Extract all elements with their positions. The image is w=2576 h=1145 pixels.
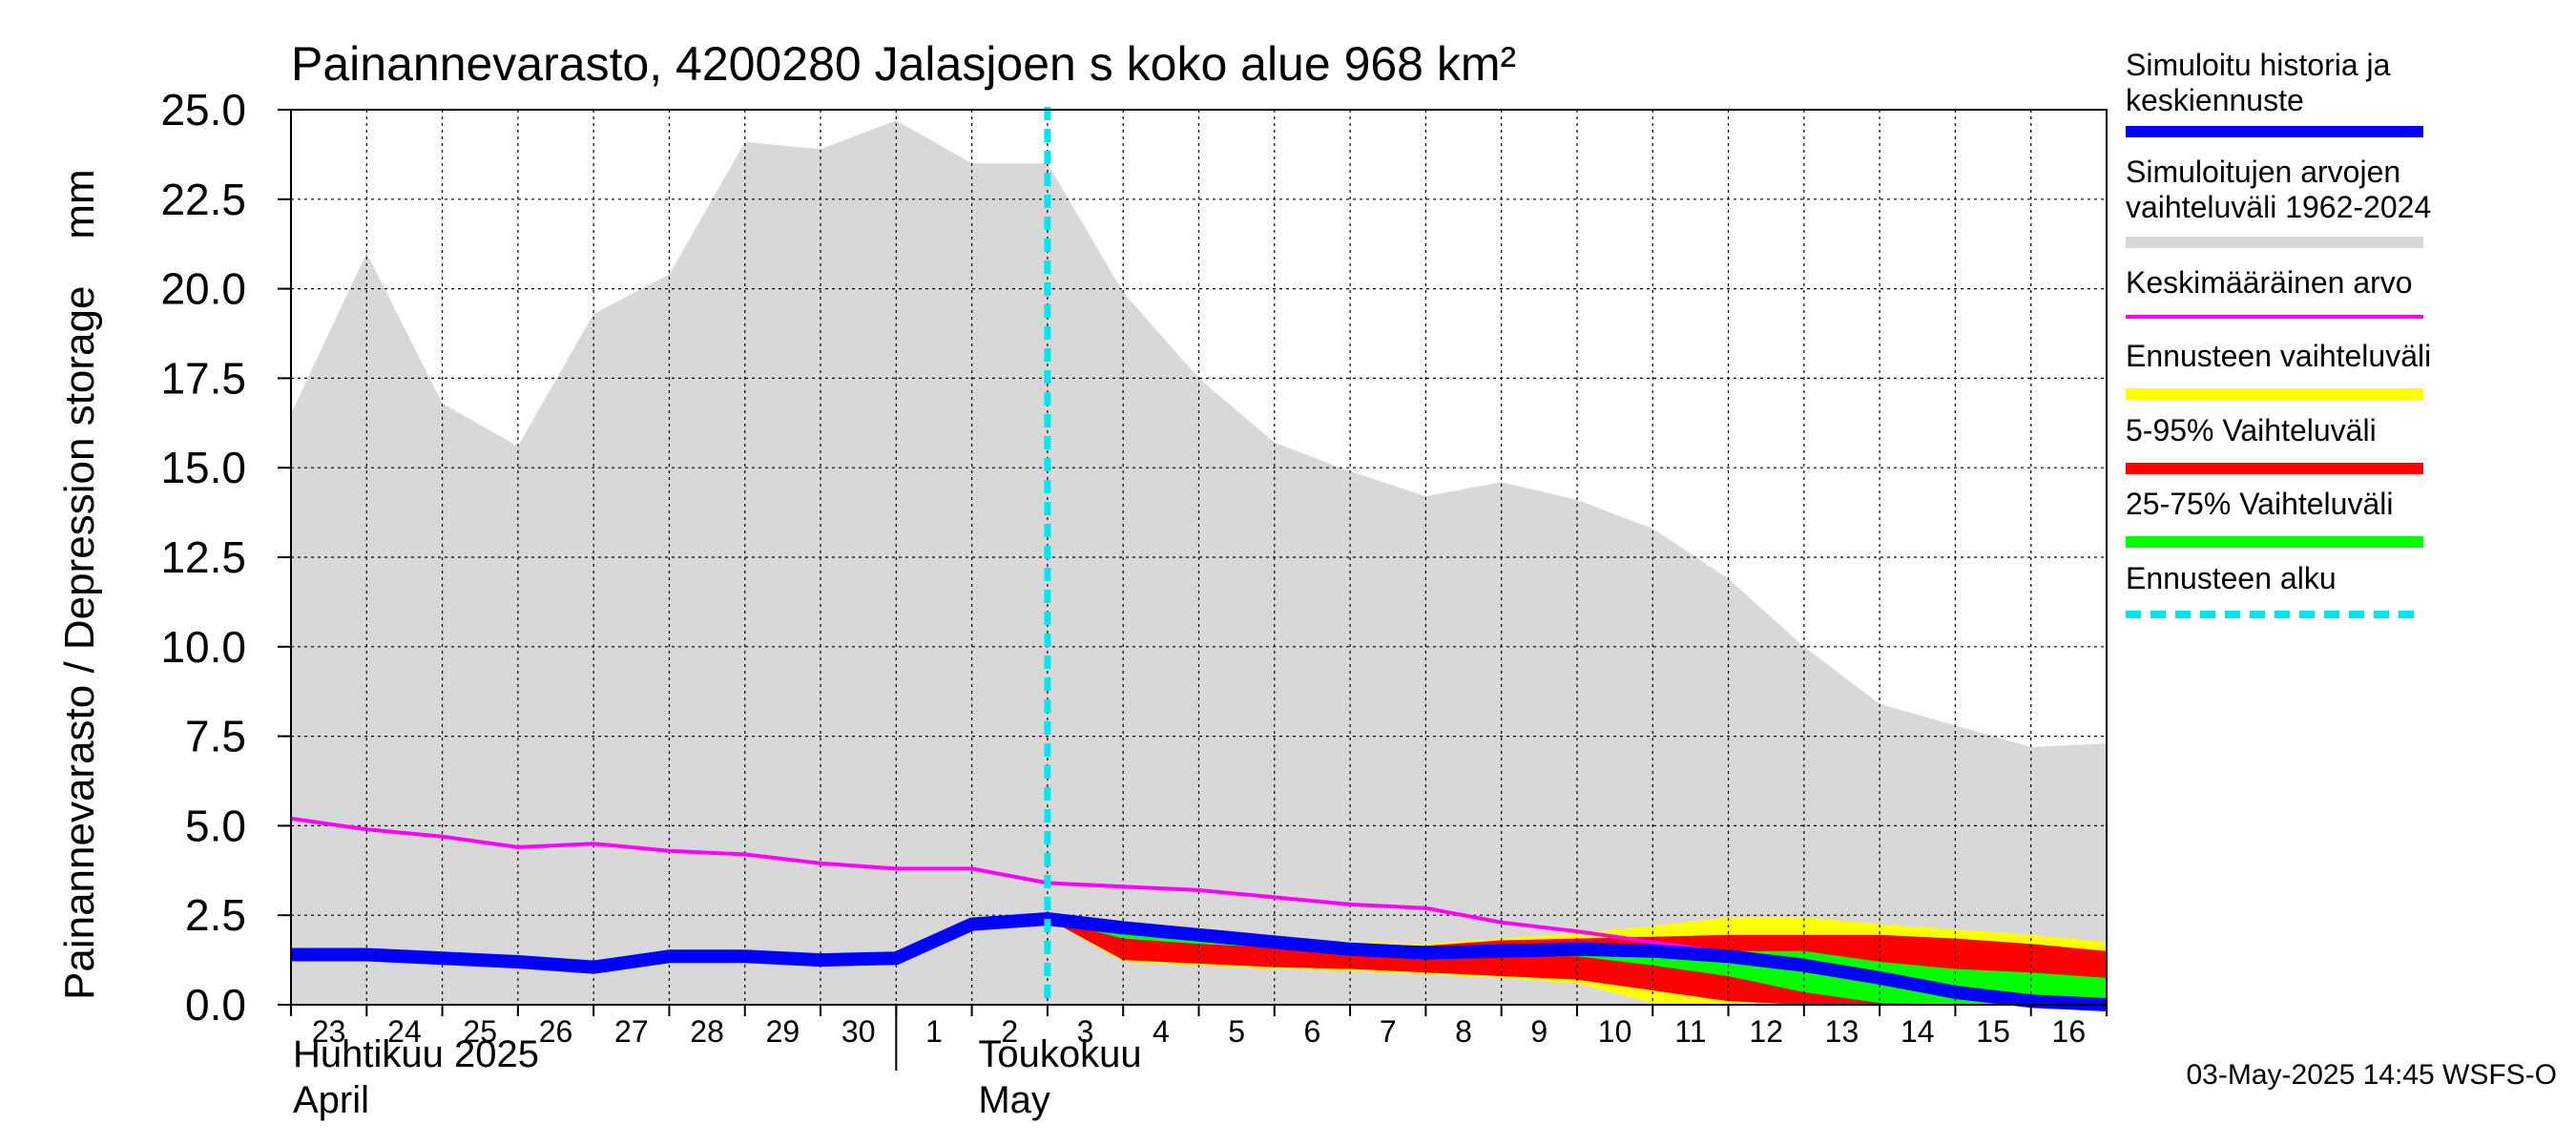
x-tick-label: 11: [1674, 1014, 1706, 1049]
timestamp-label: 03-May-2025 14:45 WSFS-O: [2186, 1059, 2558, 1091]
legend-swatch: [2126, 463, 2423, 474]
y-tick-label: 15.0: [160, 443, 246, 492]
legend-item: 25-75% Vaihteluväli: [2126, 487, 2441, 548]
x-tick-label: 3: [1077, 1014, 1094, 1049]
y-tick-label: 7.5: [185, 712, 246, 761]
x-tick-label: 7: [1380, 1014, 1397, 1049]
x-tick-label: 29: [766, 1014, 800, 1049]
x-tick-label: 6: [1304, 1014, 1321, 1049]
legend-item: Keskimääräinen arvo: [2126, 265, 2441, 319]
x-tick-label: 25: [463, 1014, 497, 1049]
y-tick-label: 12.5: [160, 532, 246, 582]
legend-label: Ennusteen alku: [2126, 561, 2337, 595]
legend-item: Ennusteen vaihteluväli: [2126, 339, 2441, 400]
legend-label: Simuloitujen arvojen vaihteluväli 1962-2…: [2126, 155, 2432, 224]
x-tick-label: 30: [841, 1014, 876, 1049]
legend-label: 25-75% Vaihteluväli: [2126, 487, 2394, 521]
band-series-0: [291, 120, 2107, 1006]
legend-swatch: [2126, 536, 2423, 548]
legend-swatch: [2126, 126, 2423, 137]
x-tick-label: 27: [614, 1014, 649, 1049]
x-tick-label: 10: [1598, 1014, 1632, 1049]
x-tick-label: 15: [1976, 1014, 2010, 1049]
legend-item: Simuloitujen arvojen vaihteluväli 1962-2…: [2126, 155, 2441, 248]
legend-item: Simuloitu historia ja keskiennuste: [2126, 48, 2441, 137]
x-tick-label: 13: [1825, 1014, 1859, 1049]
y-tick-label: 17.5: [160, 353, 246, 403]
y-tick-label: 10.0: [160, 622, 246, 672]
legend-label: Ennusteen vaihteluväli: [2126, 339, 2432, 373]
y-tick-label: 5.0: [185, 801, 246, 850]
month-label-fi: Toukokuu: [978, 1033, 1141, 1075]
x-tick-label: 9: [1530, 1014, 1548, 1049]
legend-item: Ennusteen alku: [2126, 561, 2441, 618]
x-tick-label: 16: [2052, 1014, 2087, 1049]
legend-item: 5-95% Vaihteluväli: [2126, 413, 2441, 474]
band-series-3: [1047, 919, 2107, 1005]
legend-label: Simuloitu historia ja keskiennuste: [2126, 48, 2391, 117]
legend-label: Keskimääräinen arvo: [2126, 265, 2413, 300]
legend-label: 5-95% Vaihteluväli: [2126, 413, 2377, 448]
grid-lines: [290, 109, 2108, 1006]
series-lines: [290, 107, 2108, 1011]
y-tick-label: 2.5: [185, 890, 246, 940]
y-axis-label: Painannevarasto / Depression storage mm: [56, 169, 103, 1000]
y-tick-label: 25.0: [160, 85, 246, 135]
range-bands: [291, 120, 2107, 1006]
legend-swatch: [2126, 237, 2423, 248]
axes: 0.0 2.5 5.0 7.5 10.0 12.5 15.0 17.5 20.0 22.5 25.0…: [160, 85, 2108, 1121]
month-label-en: April: [293, 1079, 369, 1121]
legend-swatch: [2126, 611, 2423, 618]
x-tick-label: 28: [690, 1014, 724, 1049]
y-tick-label: 22.5: [160, 175, 246, 224]
x-tick-label: 23: [312, 1014, 346, 1049]
x-tick-label: 2: [1001, 1014, 1018, 1049]
line-series-5: [291, 912, 2108, 1011]
chart-title: Painannevarasto, 4200280 Jalasjoen s kok…: [291, 37, 1516, 91]
x-tick-label: 12: [1749, 1014, 1783, 1049]
month-label-fi: Huhtikuu 2025: [293, 1033, 539, 1075]
legend-swatch: [2126, 388, 2423, 400]
x-tick-label: 4: [1153, 1014, 1170, 1049]
x-tick-label: 26: [539, 1014, 573, 1049]
month-label-en: May: [978, 1079, 1050, 1121]
y-tick-label: 0.0: [185, 980, 246, 1030]
x-tick-label: 24: [387, 1014, 422, 1049]
y-tick-label: 20.0: [160, 264, 246, 314]
x-tick-label: 5: [1228, 1014, 1245, 1049]
x-tick-label: 1: [925, 1014, 943, 1049]
legend-swatch: [2126, 315, 2423, 319]
x-tick-label: 8: [1455, 1014, 1472, 1049]
x-tick-label: 14: [1901, 1014, 1935, 1049]
